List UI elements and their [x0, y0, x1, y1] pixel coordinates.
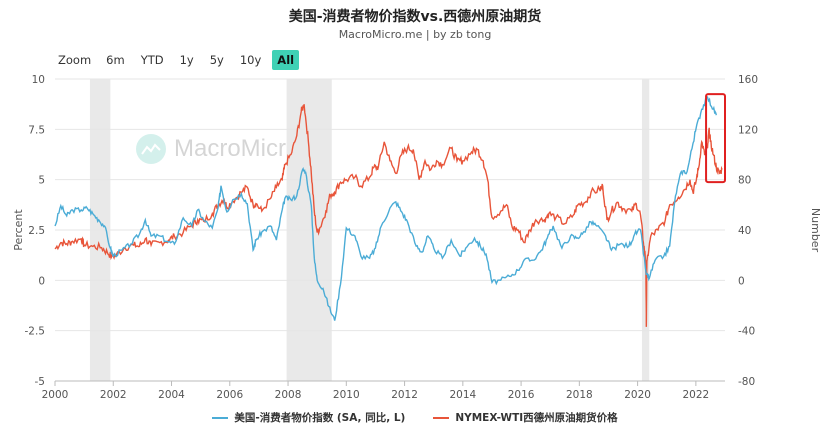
x-tick-label: 2014 — [449, 389, 476, 401]
x-tick-label: 2016 — [508, 389, 535, 401]
series-line-cpi[interactable] — [54, 95, 717, 321]
x-tick-label: 2004 — [158, 389, 185, 401]
legend: 美国-消费者物价指数 (SA, 同比, L) NYMEX-WTI西德州原油期货价… — [0, 410, 830, 425]
legend-label-wti: NYMEX-WTI西德州原油期货价格 — [455, 412, 618, 424]
right-tick-label: 160 — [738, 74, 758, 86]
legend-swatch-wti — [433, 416, 450, 419]
left-tick-label: 0 — [38, 275, 45, 287]
left-tick-label: 5 — [38, 175, 45, 187]
left-axis-ticks: 10 7.5 5 2.5 0 -2.5 -5 — [25, 74, 46, 388]
zoom-all-button[interactable]: All — [272, 50, 300, 70]
zoom-1y-button[interactable]: 1y — [179, 53, 194, 67]
legend-label-cpi: 美国-消费者物价指数 (SA, 同比, L) — [234, 412, 406, 424]
left-tick-label: -2.5 — [25, 326, 46, 338]
x-tick-label: 2022 — [683, 389, 710, 401]
left-tick-label: 10 — [32, 74, 45, 86]
chart-subtitle: MacroMicro.me | by zb tong — [338, 28, 492, 41]
left-tick-label: 7.5 — [28, 124, 45, 136]
right-tick-label: 80 — [738, 175, 751, 187]
series-line-wti[interactable] — [54, 104, 723, 327]
right-tick-label: 40 — [738, 225, 751, 237]
left-axis-label: Percent — [12, 209, 25, 251]
zoom-10y-button[interactable]: 10y — [239, 53, 262, 67]
zoom-label: Zoom — [58, 53, 92, 67]
zoom-bar: Zoom 6m YTD 1y 5y 10y All — [58, 50, 305, 70]
left-tick-label: -5 — [35, 376, 45, 388]
x-tick-label: 2012 — [391, 389, 418, 401]
right-axis-label: Number — [809, 208, 822, 253]
zoom-6m-button[interactable]: 6m — [106, 53, 125, 67]
right-tick-label: 0 — [738, 275, 745, 287]
x-tick-label: 2002 — [100, 389, 127, 401]
x-axis-ticks: 2000 2002 2004 2006 2008 2010 2012 2014 2016 2018… — [42, 381, 710, 401]
zoom-5y-button[interactable]: 5y — [209, 53, 224, 67]
x-tick-label: 2000 — [42, 389, 69, 401]
legend-swatch-cpi — [212, 416, 229, 419]
right-tick-label: 120 — [738, 124, 758, 136]
x-tick-label: 2010 — [333, 389, 360, 401]
right-axis-ticks: 160 120 80 40 0 -40 -80 — [738, 74, 758, 388]
x-tick-label: 2008 — [275, 389, 302, 401]
legend-item-cpi[interactable]: 美国-消费者物价指数 (SA, 同比, L) — [212, 410, 405, 425]
left-tick-label: 2.5 — [28, 225, 45, 237]
right-tick-label: -40 — [738, 326, 755, 338]
grid-lines — [55, 78, 725, 382]
right-tick-label: -80 — [738, 376, 755, 388]
zoom-ytd-button[interactable]: YTD — [140, 53, 164, 67]
legend-item-wti[interactable]: NYMEX-WTI西德州原油期货价格 — [433, 410, 618, 425]
x-tick-label: 2018 — [566, 389, 593, 401]
x-tick-label: 2020 — [624, 389, 651, 401]
x-tick-label: 2006 — [216, 389, 243, 401]
chart-title: 美国-消费者物价指数vs.西德州原油期货 — [288, 9, 542, 25]
highlight-box — [705, 93, 727, 184]
